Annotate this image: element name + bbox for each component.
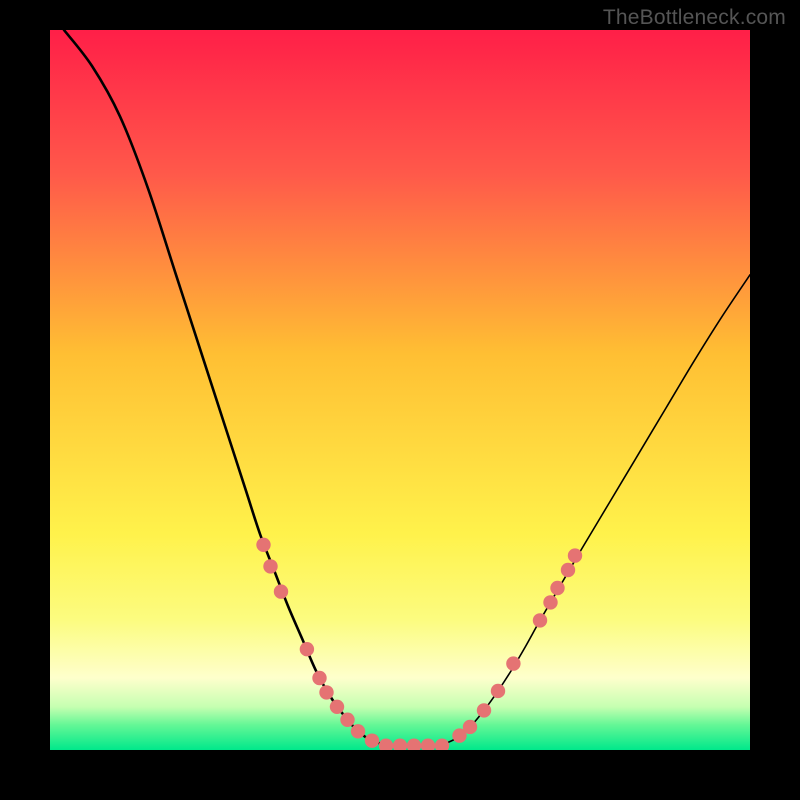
data-marker <box>533 613 547 627</box>
data-marker <box>543 595 557 609</box>
data-marker <box>506 656 520 670</box>
data-marker <box>477 703 491 717</box>
watermark-label: TheBottleneck.com <box>603 6 786 30</box>
data-marker <box>274 584 288 598</box>
data-marker <box>263 559 277 573</box>
data-marker <box>319 685 333 699</box>
data-marker <box>340 713 354 727</box>
data-marker <box>312 671 326 685</box>
data-marker <box>300 642 314 656</box>
data-marker <box>463 720 477 734</box>
data-marker <box>491 684 505 698</box>
data-marker <box>330 700 344 714</box>
data-marker <box>351 724 365 738</box>
data-marker <box>568 548 582 562</box>
data-marker <box>550 581 564 595</box>
bottleneck-chart <box>0 0 800 800</box>
data-marker <box>561 563 575 577</box>
data-marker <box>256 538 270 552</box>
data-marker <box>365 733 379 747</box>
chart-container: TheBottleneck.com <box>0 0 800 800</box>
